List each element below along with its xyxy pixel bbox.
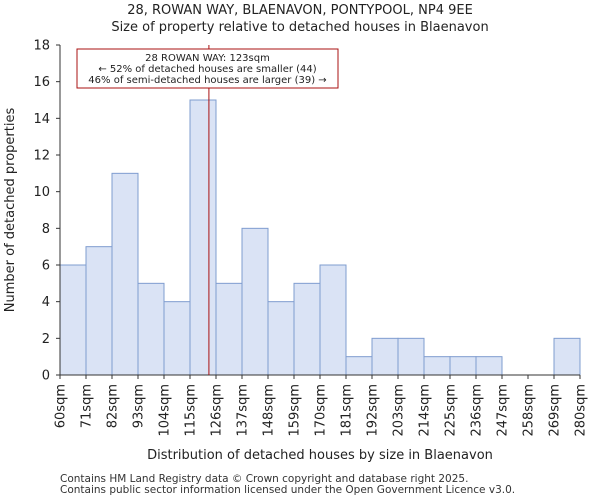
histogram-bar[interactable] <box>397 337 425 376</box>
histogram-bar[interactable] <box>449 356 477 376</box>
y-tick-label: 6 <box>42 259 50 274</box>
chart-title: 28, ROWAN WAY, BLAENAVON, PONTYPOOL, NP4… <box>127 3 473 18</box>
x-tick-label: 104sqm <box>158 384 173 437</box>
x-tick-label: 126sqm <box>210 384 225 437</box>
histogram-bar[interactable] <box>423 356 451 376</box>
y-tick-label: 18 <box>33 39 50 54</box>
annotation-larger: 46% of semi-detached houses are larger (… <box>88 75 326 86</box>
x-tick-label: 214sqm <box>418 384 433 437</box>
histogram-bar[interactable] <box>189 99 217 376</box>
histogram-bar[interactable] <box>345 356 373 376</box>
histogram-bar[interactable] <box>163 301 191 376</box>
histogram-bar[interactable] <box>553 337 581 376</box>
y-tick-label: 8 <box>42 222 50 237</box>
histogram-bar[interactable] <box>475 356 503 376</box>
annotation-title: 28 ROWAN WAY: 123sqm <box>145 53 270 64</box>
x-tick-label: 181sqm <box>340 384 355 437</box>
y-tick-label: 14 <box>33 112 50 127</box>
x-tick-label: 269sqm <box>548 384 563 437</box>
x-tick-label: 115sqm <box>184 384 199 437</box>
histogram-bar[interactable] <box>215 282 243 376</box>
x-tick-label: 247sqm <box>496 384 511 437</box>
x-tick-label: 148sqm <box>262 384 277 437</box>
y-axis-label: Number of detached properties <box>3 108 18 313</box>
x-tick-label: 203sqm <box>392 384 407 437</box>
x-tick-label: 170sqm <box>314 384 329 437</box>
y-tick-label: 16 <box>33 75 50 90</box>
y-tick-label: 4 <box>42 295 50 310</box>
y-tick-label: 0 <box>42 369 50 384</box>
footer-copyright: Contains HM Land Registry data © Crown c… <box>60 473 469 485</box>
histogram-bar[interactable] <box>85 246 113 376</box>
x-tick-label: 159sqm <box>288 384 303 437</box>
x-tick-label: 236sqm <box>470 384 485 437</box>
footer-licence: Contains public sector information licen… <box>60 484 516 496</box>
chart-subtitle: Size of property relative to detached ho… <box>111 20 489 35</box>
histogram-bar[interactable] <box>293 282 321 376</box>
x-tick-label: 137sqm <box>236 384 251 437</box>
x-axis-label: Distribution of detached houses by size … <box>147 448 493 463</box>
x-tick-label: 225sqm <box>444 384 459 437</box>
y-tick-label: 2 <box>42 332 50 347</box>
y-tick-label: 12 <box>33 149 50 164</box>
x-tick-label: 192sqm <box>366 384 381 437</box>
annotation-smaller: ← 52% of detached houses are smaller (44… <box>98 64 316 75</box>
x-tick-label: 71sqm <box>80 384 95 428</box>
annotation-box <box>76 48 339 89</box>
histogram-bar[interactable] <box>319 264 347 376</box>
histogram-bar[interactable] <box>59 264 87 376</box>
histogram-bar[interactable] <box>241 227 269 376</box>
x-tick-label: 60sqm <box>54 384 69 428</box>
x-tick-label: 82sqm <box>106 384 121 428</box>
x-tick-label: 258sqm <box>522 384 537 437</box>
x-tick-label: 93sqm <box>132 384 147 428</box>
y-tick-label: 10 <box>33 185 50 200</box>
histogram-bar[interactable] <box>137 282 165 376</box>
x-tick-label: 280sqm <box>574 384 589 437</box>
histogram-bar[interactable] <box>267 301 295 376</box>
histogram-bar[interactable] <box>111 172 139 376</box>
histogram-bar[interactable] <box>371 337 399 376</box>
